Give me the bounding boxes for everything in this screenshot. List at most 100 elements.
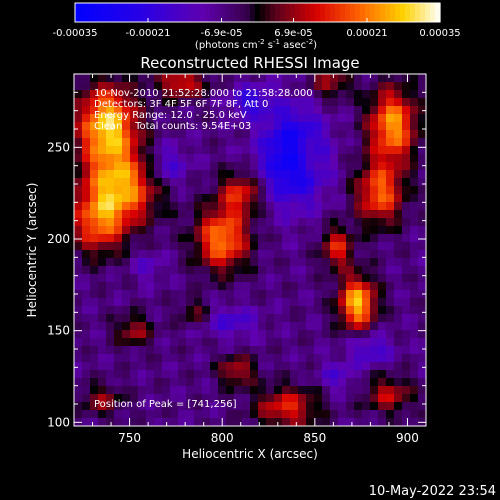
colorbar-cell <box>215 3 221 22</box>
heatmap-cell <box>282 346 291 355</box>
colorbar-cell <box>105 3 111 22</box>
heatmap-cell <box>290 122 299 131</box>
heatmap-cell <box>162 98 171 107</box>
heatmap-cell <box>298 202 307 211</box>
heatmap-cell <box>346 250 355 259</box>
heatmap-cell <box>346 226 355 235</box>
heatmap-cell <box>98 130 107 139</box>
heatmap-cell <box>362 98 371 107</box>
heatmap-cell <box>378 402 387 411</box>
heatmap-cell <box>386 82 395 91</box>
heatmap-cell <box>410 82 419 91</box>
heatmap-cell <box>298 74 307 83</box>
heatmap-cell <box>330 186 339 195</box>
heatmap-cell <box>298 114 307 123</box>
heatmap-cell <box>130 354 139 363</box>
heatmap-cell <box>386 362 395 371</box>
heatmap-cell <box>154 346 163 355</box>
heatmap-cell <box>386 138 395 147</box>
heatmap-cell <box>170 82 179 91</box>
heatmap-cell <box>306 346 315 355</box>
heatmap-cell <box>170 418 179 427</box>
heatmap-cell <box>298 90 307 99</box>
heatmap-cell <box>378 210 387 219</box>
heatmap-cell <box>114 266 123 275</box>
heatmap-cell <box>122 170 131 179</box>
heatmap-cell <box>162 354 171 363</box>
heatmap-cell <box>394 330 403 339</box>
heatmap-cell <box>370 402 379 411</box>
heatmap-cell <box>258 354 267 363</box>
heatmap-cell <box>218 290 227 299</box>
heatmap-cell <box>234 122 243 131</box>
heatmap-cell <box>178 162 187 171</box>
heatmap-cell <box>370 338 379 347</box>
heatmap-cell <box>90 250 99 259</box>
heatmap-cell <box>90 218 99 227</box>
heatmap-cell <box>170 210 179 219</box>
y-tick-label: 250 <box>47 140 70 154</box>
heatmap-cell <box>146 362 155 371</box>
heatmap-cell <box>226 402 235 411</box>
heatmap-cell <box>250 82 259 91</box>
heatmap-cell <box>90 162 99 171</box>
heatmap-cell <box>282 354 291 363</box>
heatmap-cell <box>394 250 403 259</box>
heatmap-cell <box>98 354 107 363</box>
heatmap-cell <box>370 82 379 91</box>
heatmap-cell <box>82 154 91 163</box>
heatmap-cell <box>74 250 83 259</box>
heatmap-cell <box>90 90 99 99</box>
heatmap-cell <box>362 370 371 379</box>
heatmap-cell <box>146 378 155 387</box>
heatmap-cell <box>138 74 147 83</box>
heatmap-cell <box>394 138 403 147</box>
colorbar-cell <box>205 3 211 22</box>
heatmap-cell <box>154 202 163 211</box>
heatmap-cell <box>138 210 147 219</box>
heatmap-cell <box>370 74 379 83</box>
heatmap-cell <box>74 290 83 299</box>
heatmap-cell <box>98 394 107 403</box>
heatmap-cell <box>394 130 403 139</box>
heatmap-cell <box>258 250 267 259</box>
heatmap-cell <box>330 130 339 139</box>
heatmap-cell <box>138 178 147 187</box>
heatmap-cell <box>346 386 355 395</box>
heatmap-cell <box>266 74 275 83</box>
heatmap-cell <box>258 282 267 291</box>
colorbar-cell <box>285 3 291 22</box>
heatmap-cell <box>234 282 243 291</box>
heatmap-cell <box>250 218 259 227</box>
heatmap-cell <box>274 362 283 371</box>
heatmap-cell <box>370 194 379 203</box>
plot-frame <box>73 73 427 427</box>
heatmap-cell <box>74 226 83 235</box>
heatmap-cell <box>226 346 235 355</box>
heatmap-cell <box>410 146 419 155</box>
heatmap-cell <box>218 210 227 219</box>
heatmap-cell <box>130 410 139 419</box>
heatmap-cell <box>306 82 315 91</box>
heatmap-cell <box>82 298 91 307</box>
heatmap-cell <box>274 114 283 123</box>
heatmap-cell <box>186 122 195 131</box>
heatmap-cell <box>250 170 259 179</box>
heatmap-cell <box>274 306 283 315</box>
heatmap-cell <box>362 154 371 163</box>
heatmap-cell <box>250 194 259 203</box>
heatmap-cell <box>370 98 379 107</box>
heatmap-cell <box>338 146 347 155</box>
heatmap-cell <box>242 410 251 419</box>
heatmap-cell <box>250 114 259 123</box>
heatmap-cell <box>290 170 299 179</box>
heatmap-cell <box>418 146 427 155</box>
heatmap-cell <box>98 106 107 115</box>
heatmap-cell <box>106 82 115 91</box>
heatmap-cell <box>210 98 219 107</box>
heatmap-cell <box>226 290 235 299</box>
heatmap-cell <box>298 370 307 379</box>
heatmap-cell <box>202 218 211 227</box>
heatmap-cell <box>122 82 131 91</box>
